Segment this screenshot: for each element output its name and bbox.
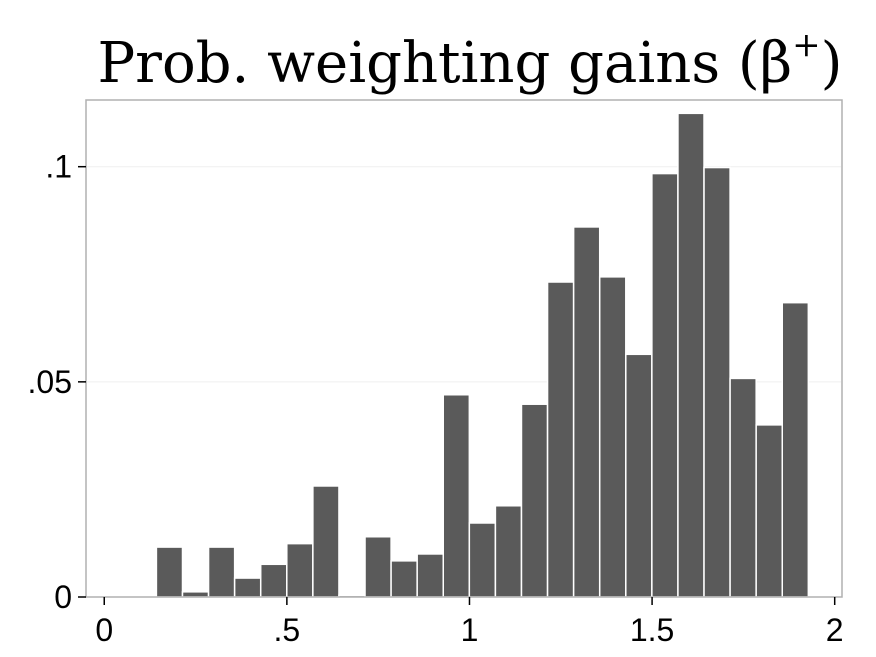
histogram-bar xyxy=(155,546,184,598)
histogram-bar xyxy=(729,377,757,598)
chart-title-close: ) xyxy=(821,31,843,96)
histogram-bar xyxy=(598,276,627,598)
histogram-bar xyxy=(546,281,575,598)
y-axis: 0 .05 .1 xyxy=(28,149,86,615)
histogram-bar xyxy=(755,424,784,598)
chart-title: Prob. weighting gains (β+) xyxy=(98,25,843,96)
x-tick-label: 2 xyxy=(826,612,844,648)
chart-title-main: Prob. weighting gains (β xyxy=(98,31,793,96)
histogram-bar xyxy=(181,591,210,598)
histogram-bar xyxy=(781,301,810,598)
histogram-bar xyxy=(703,166,731,598)
histogram-bar xyxy=(468,522,497,598)
x-tick-label: 0 xyxy=(95,612,113,648)
histogram-bar xyxy=(286,542,314,598)
histogram-bar xyxy=(390,560,418,598)
histogram-bar xyxy=(416,553,445,598)
y-tick-label: .1 xyxy=(45,149,72,185)
histogram-bar xyxy=(259,563,288,598)
x-tick-label: .5 xyxy=(274,612,301,648)
x-tick-label: 1.5 xyxy=(630,612,674,648)
histogram-bar xyxy=(677,112,705,598)
chart-title-superscript: + xyxy=(792,25,821,65)
x-tick-label: 1 xyxy=(461,612,479,648)
histogram-bar xyxy=(494,505,523,598)
histogram-bar xyxy=(207,546,236,598)
bars xyxy=(155,112,810,598)
plot-frame xyxy=(85,99,843,598)
histogram-bar xyxy=(520,403,549,598)
y-tick-label: 0 xyxy=(54,579,72,615)
histogram-bar xyxy=(364,536,392,598)
histogram-bar xyxy=(233,577,262,598)
y-tick-label: .05 xyxy=(28,364,72,400)
histogram-bar xyxy=(572,226,601,598)
histogram-bar xyxy=(625,353,653,598)
histogram-bar xyxy=(442,394,471,598)
x-axis: 0 .5 1 1.5 2 xyxy=(95,597,844,648)
histogram-bar xyxy=(651,172,679,598)
histogram-bar xyxy=(312,485,340,598)
